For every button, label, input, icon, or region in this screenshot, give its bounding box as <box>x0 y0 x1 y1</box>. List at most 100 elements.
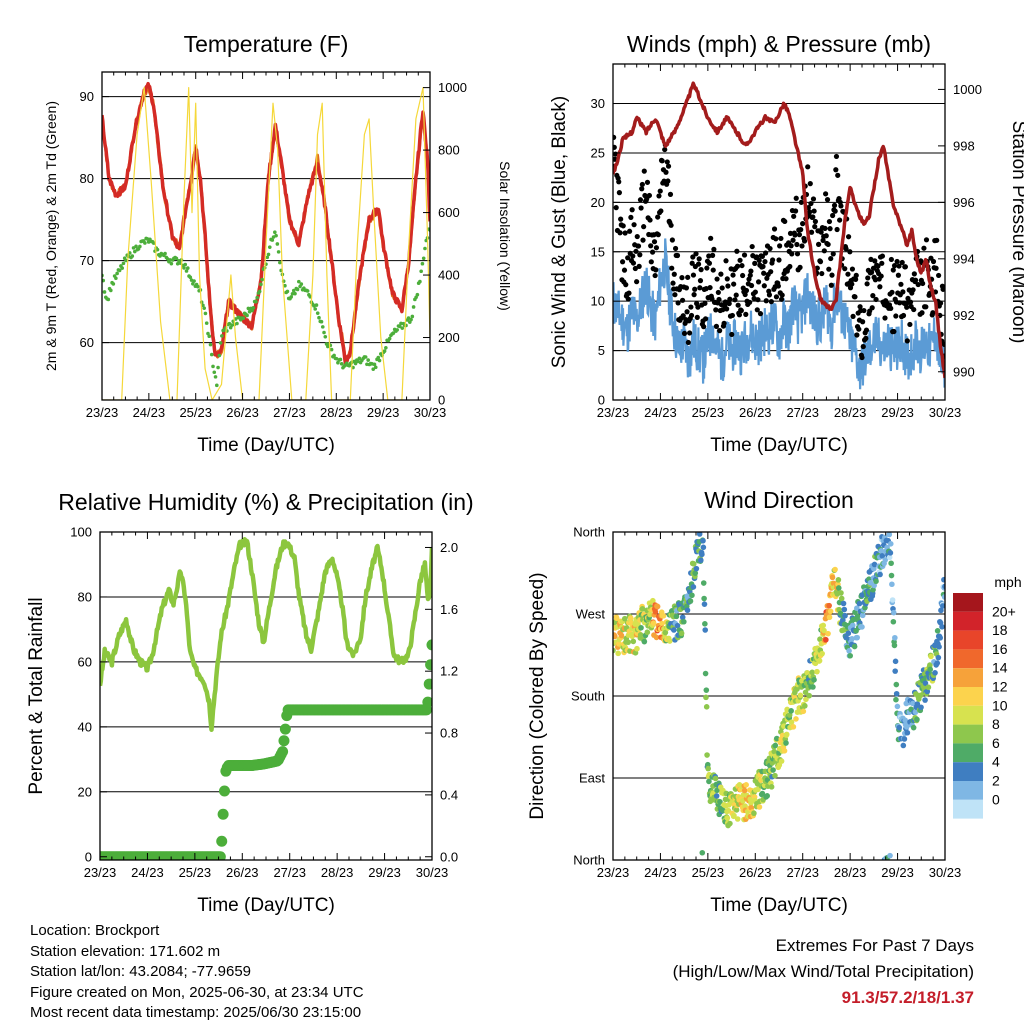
gust-point <box>828 282 834 288</box>
precip-point <box>219 785 230 797</box>
gust-point <box>793 208 799 214</box>
direction-point <box>781 748 788 754</box>
direction-point <box>797 692 804 699</box>
x-tick-label: 29/23 <box>881 865 914 880</box>
y2-tick-label: 1000 <box>953 82 982 97</box>
gust-point <box>875 263 881 269</box>
gust-point <box>675 300 681 306</box>
gust-point <box>830 212 836 219</box>
direction-point <box>700 580 707 586</box>
legend-swatch <box>953 743 983 763</box>
legend-label: 12 <box>992 679 1008 695</box>
gust-point <box>629 207 635 213</box>
direction-point <box>803 696 809 703</box>
direction-point <box>827 608 834 615</box>
gust-point <box>669 265 675 271</box>
gust-point <box>823 191 829 197</box>
dewpoint-point <box>184 269 189 273</box>
direction-point <box>871 565 877 572</box>
direction-point <box>671 627 677 633</box>
dewpoint-point <box>411 305 416 309</box>
created-text: Figure created on Mon, 2025-06-30, at 23… <box>30 984 364 1001</box>
direction-point <box>713 793 720 799</box>
direction-point <box>800 708 807 715</box>
dewpoint-point <box>357 356 362 361</box>
gust-point <box>826 218 833 225</box>
gust-point <box>833 153 840 160</box>
gust-point <box>895 272 901 278</box>
dewpoint-point <box>372 362 377 367</box>
dewpoint-point <box>317 315 321 320</box>
dewpoint-point <box>274 233 278 238</box>
x-tick-label: 30/23 <box>416 865 449 880</box>
direction-point <box>894 703 901 710</box>
gust-point <box>757 311 764 317</box>
legend-label: 0 <box>992 791 1000 807</box>
gust-point <box>869 305 875 311</box>
gust-point <box>648 259 654 265</box>
gust-point <box>860 319 866 325</box>
direction-point <box>859 624 865 630</box>
direction-point <box>825 630 831 637</box>
gust-point <box>657 188 663 194</box>
direction-point <box>877 571 883 578</box>
direction-point <box>702 670 709 677</box>
direction-point <box>727 820 733 827</box>
gust-point <box>828 255 834 262</box>
dewpoint-point <box>293 291 297 296</box>
gust-point <box>878 273 884 279</box>
dewpoint-point <box>169 261 174 266</box>
gust-point <box>715 289 721 296</box>
dewpoint-point <box>297 279 301 284</box>
y-tick-label: West <box>576 607 606 622</box>
gust-point <box>669 237 675 243</box>
dewpoint-point <box>174 256 179 261</box>
gust-point <box>637 252 643 258</box>
legend-swatch <box>953 724 983 744</box>
wind-direction-chart: 23/23 24/23 25/23 26/23 27/23 28/23 29/23 30/23… <box>527 487 1022 916</box>
dewpoint-point <box>241 316 246 320</box>
direction-point <box>879 552 886 559</box>
gust-point <box>631 222 637 228</box>
direction-point <box>851 643 858 650</box>
dewpoint-point <box>138 244 142 249</box>
humidity-line <box>100 537 432 732</box>
dewpoint-point <box>265 255 270 260</box>
y-tick-label: North <box>573 853 605 868</box>
dewpoint-point <box>289 295 294 299</box>
direction-point <box>650 620 657 626</box>
gust-point <box>877 284 883 290</box>
gust-point <box>748 282 755 289</box>
gust-point <box>639 181 645 188</box>
gust-point <box>613 134 617 140</box>
gust-point <box>776 257 782 263</box>
direction-point <box>703 704 710 710</box>
legend-label: 16 <box>992 641 1008 657</box>
y-tick-label: 80 <box>80 171 94 186</box>
direction-point <box>817 636 823 643</box>
direction-point <box>854 613 861 620</box>
legend-swatch <box>953 649 983 669</box>
gust-point <box>923 304 929 310</box>
gust-point <box>937 300 944 306</box>
direction-point <box>835 577 842 583</box>
direction-point <box>810 684 816 690</box>
gust-point <box>641 168 647 174</box>
gust-point <box>697 285 703 291</box>
direction-point <box>690 584 697 590</box>
dewpoint-point <box>371 367 376 371</box>
gust-point <box>659 158 665 164</box>
direction-point <box>928 653 934 660</box>
legend-label: 10 <box>992 697 1008 713</box>
gust-point <box>702 316 709 322</box>
gust-point <box>694 314 700 320</box>
direction-point <box>878 548 884 554</box>
direction-point <box>703 687 710 693</box>
gust-point <box>787 230 794 236</box>
gust-point <box>668 222 674 228</box>
dewpoint-point <box>163 251 167 256</box>
y-tick-label: 70 <box>80 253 94 268</box>
legend-label: 4 <box>992 754 1000 770</box>
gust-point <box>639 186 645 192</box>
